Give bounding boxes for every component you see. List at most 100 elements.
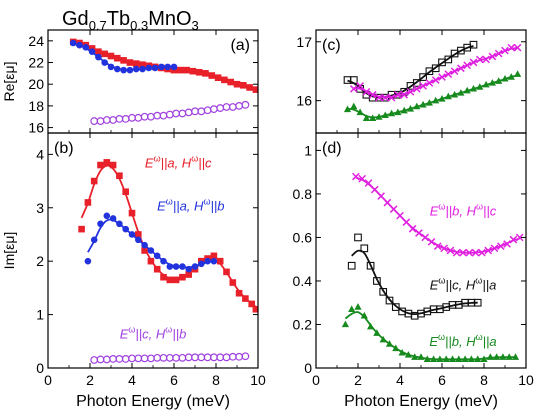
x-tick-label-d: 6 [438, 372, 446, 388]
b_blue-point [116, 220, 123, 228]
d_green-point [423, 355, 431, 362]
d_magenta-point [471, 248, 480, 257]
d_green-point [348, 305, 356, 312]
b_blue-point [141, 241, 148, 249]
d_magenta-point [408, 224, 417, 233]
y-axis-label-b: Im[εμ] [1, 232, 17, 270]
b_purple-point [209, 353, 218, 362]
c_green-point [394, 108, 402, 116]
c_green-point [488, 79, 496, 86]
b_red-point [147, 257, 155, 265]
x-tick-label-b: 0 [44, 372, 52, 388]
b_red-point [210, 252, 218, 260]
d_magenta-point [370, 185, 379, 194]
c_green-fit-curve [347, 74, 518, 119]
b_red-point [229, 279, 237, 286]
d_green-point [467, 355, 475, 362]
figure-title: Gd0.7Tb0.3MnO3 [62, 8, 199, 33]
a_red-point [177, 66, 184, 74]
c_magenta-point [412, 85, 421, 93]
a_red-point [195, 68, 203, 76]
c_black-point [469, 40, 478, 49]
x-tick-label-b: 2 [86, 372, 94, 388]
c_magenta-point [438, 73, 446, 81]
b_blue-point [153, 252, 161, 260]
a_blue-point [151, 64, 159, 72]
a_purple-point [235, 101, 244, 110]
b_red-point [90, 177, 98, 185]
a_purple-point [90, 117, 99, 125]
a_red-point [114, 54, 121, 62]
title-mno-sub: 3 [192, 18, 199, 33]
a_red-point [132, 60, 140, 67]
y-tick-label-b: 3 [36, 200, 44, 216]
b_purple-point [153, 353, 162, 362]
plot-area-d [341, 172, 524, 362]
d_black-point [473, 298, 482, 307]
a_red-point [139, 61, 146, 68]
a_red-point [214, 74, 222, 82]
title-tb: Tb [107, 8, 130, 30]
b_blue-point [90, 236, 98, 244]
b_blue-point [109, 215, 117, 222]
a_blue-point [101, 59, 108, 66]
b_blue-point [103, 212, 111, 220]
c_magenta-point [450, 67, 459, 76]
a_red-point [233, 80, 241, 88]
x-tick-label-d: 8 [480, 372, 488, 388]
a_red-point [101, 50, 108, 58]
d_magenta-point [364, 179, 373, 187]
c_magenta-point [368, 90, 377, 99]
d_green-point [474, 355, 482, 362]
d_green-point [430, 355, 438, 362]
a_purple-point [121, 115, 130, 123]
b_red-point [248, 300, 255, 308]
b_blue-point [179, 263, 186, 270]
a_red-point [189, 67, 197, 75]
y-tick-label-b: 2 [36, 253, 44, 269]
a_purple-point [184, 108, 193, 117]
a_blue-point [170, 63, 178, 71]
b_red-label: Eω||a, Hω||c [145, 154, 212, 171]
d_magenta-point [427, 237, 436, 246]
a_purple-point [128, 113, 136, 122]
c_green-point [507, 73, 515, 80]
c_magenta-point [387, 93, 396, 102]
c_magenta-point [375, 93, 383, 102]
y-tick-label-c: 17 [296, 34, 312, 50]
d_magenta-point [402, 218, 411, 227]
c_magenta-point [349, 85, 358, 93]
y-tick-label-d: 0 [304, 360, 312, 376]
a_red-point [126, 59, 134, 66]
c_black-point [444, 55, 453, 64]
d_black-point [347, 261, 356, 270]
b_red-point [179, 273, 186, 281]
b_red-point [109, 161, 117, 169]
b_red-point [153, 265, 161, 273]
b_red-point [97, 161, 104, 169]
c_green-point [375, 113, 383, 120]
d_black-point [366, 261, 375, 270]
d_magenta-point [503, 240, 511, 248]
a_purple-point [165, 110, 174, 119]
b_blue-point [97, 220, 104, 228]
a_purple-point [146, 112, 155, 121]
plot-area-b [78, 159, 258, 364]
panel-label-a: (a) [230, 37, 250, 54]
b_blue-point [84, 257, 92, 265]
y-tick-label-a: 16 [28, 120, 44, 136]
c_green-point [438, 94, 446, 102]
y-axis-label-a: Re[εμ] [1, 62, 17, 102]
b_blue-point [122, 225, 129, 233]
c_green-point [400, 106, 408, 114]
title-mno: MnO [148, 8, 191, 30]
b_red-point [116, 172, 123, 180]
panel-a: 16 18 20 22 24 Re[εμ] (a) [1, 29, 259, 136]
b_red-point [78, 225, 85, 233]
a_purple-point [178, 109, 187, 118]
a_red-point [221, 76, 228, 84]
b_purple-point [140, 354, 149, 363]
d_green-point [455, 355, 463, 362]
a_purple-point [209, 105, 218, 114]
a_blue-point [126, 66, 134, 74]
